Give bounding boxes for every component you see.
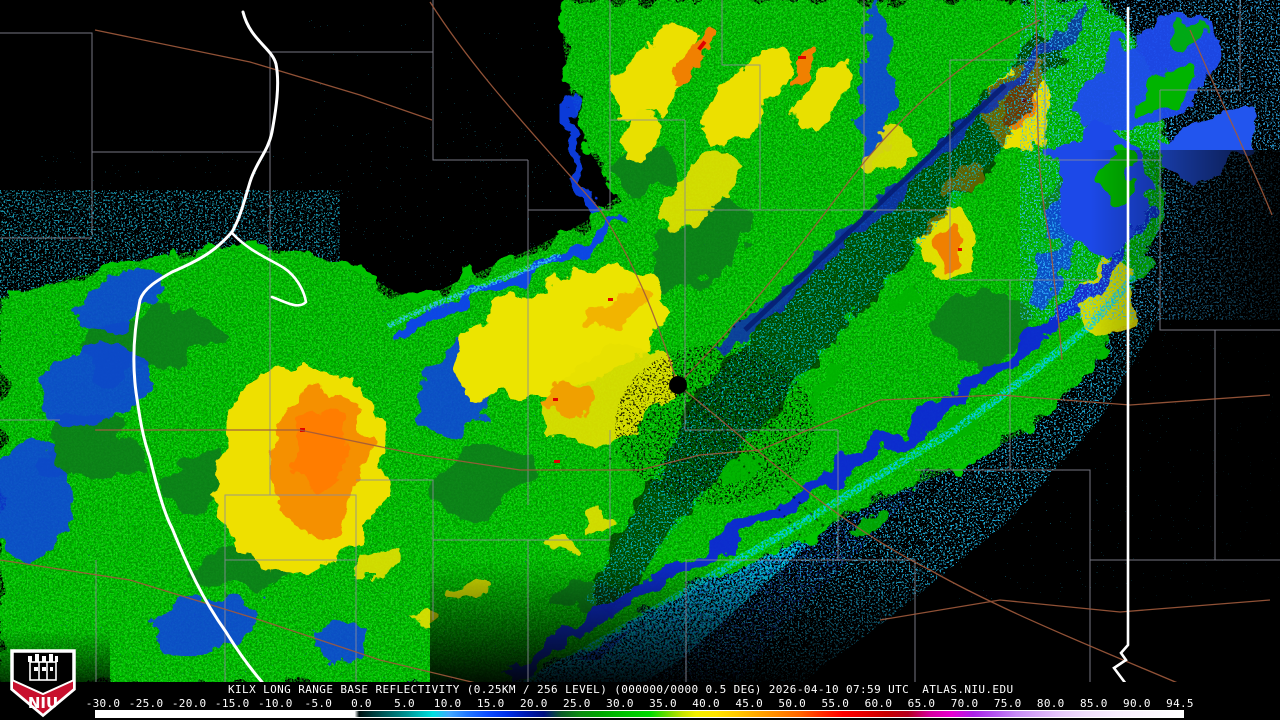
radar-site-dot [669,376,687,394]
niu-logo-text: NIU [28,694,58,712]
colorbar-tick: 80.0 [1036,697,1065,710]
colorbar-tick: -15.0 [214,697,250,710]
niu-shield-icon: NIU [10,649,76,718]
east-fade [1090,150,1280,684]
state-borders [132,6,1130,694]
colorbar-tick: 20.0 [519,697,548,710]
colorbar-gradient [95,710,1184,718]
colorbar-tick: 65.0 [907,697,936,710]
colorbar-tick: 70.0 [950,697,979,710]
colorbar-tick: 25.0 [563,697,591,710]
colorbar-tick: -5.0 [304,697,333,710]
colorbar-tick: -25.0 [128,697,164,710]
colorbar-tick: 60.0 [864,697,893,710]
roads [0,0,1273,685]
niu-logo: NIU [4,648,82,718]
colorbar-tick: 40.0 [692,697,720,710]
radar-map-canvas [0,0,1280,694]
site-url: ATLAS.NIU.EDU [922,683,1014,696]
colorbar-tick: 45.0 [735,697,764,710]
clear-slot [585,5,1095,615]
radar-site [599,299,901,601]
colorbar-tick: 30.0 [606,697,634,710]
colorbar-tick: 5.0 [394,697,415,710]
colorbar-tick: 35.0 [649,697,677,710]
colorbar-tick: 0.0 [351,697,372,710]
indiana-border [1112,6,1130,686]
colorbar-tick: 50.0 [778,697,807,710]
colorbar-tick: 55.0 [821,697,850,710]
colorbar-tick: 94.5 [1166,697,1194,710]
caption-bar: KILX LONG RANGE BASE REFLECTIVITY (0.25K… [0,682,1280,698]
colorbar-tick: 90.0 [1123,697,1151,710]
colorbar-tick: -30.0 [85,697,121,710]
product-title: KILX LONG RANGE BASE REFLECTIVITY (0.25K… [228,683,910,696]
radar-map [0,0,1280,694]
colorbar-tick: 10.0 [433,697,462,710]
colorbar-tick: 75.0 [993,697,1022,710]
radial-spokes [599,299,901,601]
illinois-river-border [132,10,280,694]
river-hook [230,231,308,307]
shield-red-chevron [11,678,75,717]
colorbar-tick: 15.0 [476,697,505,710]
county-lines [0,0,1280,690]
colorbar-tick: -10.0 [258,697,293,710]
colorbar-ticks: -30.0 -25.0 -20.0 -15.0 -10.0 -5.0 0.0 5.0 10.0 1… [0,698,1280,710]
colorbar-tick: 85.0 [1079,697,1108,710]
colorbar-tick: -20.0 [171,697,207,710]
castle-icon [28,654,58,681]
reflectivity-scale: -30.0 -25.0 -20.0 -15.0 -10.0 -5.0 0.0 5.0 10.0 1… [0,698,1280,720]
